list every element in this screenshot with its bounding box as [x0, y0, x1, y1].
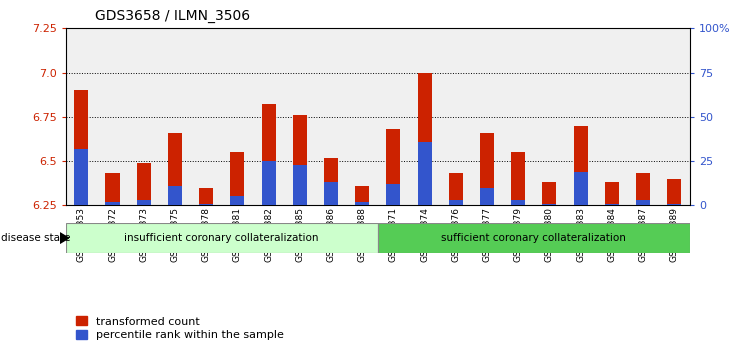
Bar	[168, 133, 182, 205]
Bar	[667, 204, 681, 205]
Bar	[231, 196, 245, 205]
Bar	[168, 186, 182, 205]
Bar	[605, 204, 619, 205]
Bar	[480, 133, 494, 205]
Bar	[106, 202, 120, 205]
Bar	[137, 163, 150, 205]
Bar	[449, 173, 463, 205]
Bar	[293, 165, 307, 205]
Bar	[667, 179, 681, 205]
Bar	[386, 184, 400, 205]
Bar	[511, 200, 525, 205]
Bar	[324, 182, 338, 205]
Bar	[542, 182, 556, 205]
Bar	[199, 188, 213, 205]
Bar	[418, 142, 431, 205]
Bar	[356, 186, 369, 205]
Bar	[378, 223, 690, 253]
Bar	[636, 173, 650, 205]
Legend: transformed count, percentile rank within the sample: transformed count, percentile rank withi…	[72, 312, 288, 345]
Bar	[106, 173, 120, 205]
Bar	[231, 152, 245, 205]
Text: GDS3658 / ILMN_3506: GDS3658 / ILMN_3506	[95, 9, 250, 23]
Text: disease state: disease state	[1, 233, 71, 243]
Bar	[386, 129, 400, 205]
Polygon shape	[60, 233, 69, 244]
Bar	[74, 149, 88, 205]
Bar	[574, 126, 588, 205]
Bar	[449, 200, 463, 205]
Bar	[324, 158, 338, 205]
Bar	[574, 172, 588, 205]
Bar	[137, 200, 150, 205]
Bar	[74, 90, 88, 205]
Bar	[199, 204, 213, 205]
Bar	[542, 204, 556, 205]
Bar	[293, 115, 307, 205]
Bar	[356, 202, 369, 205]
Bar	[261, 161, 275, 205]
Text: insufficient coronary collateralization: insufficient coronary collateralization	[125, 233, 319, 243]
Bar	[511, 152, 525, 205]
Bar	[636, 200, 650, 205]
Bar	[261, 104, 275, 205]
Bar	[418, 73, 431, 205]
Bar	[66, 223, 378, 253]
Text: sufficient coronary collateralization: sufficient coronary collateralization	[442, 233, 626, 243]
Bar	[605, 182, 619, 205]
Bar	[480, 188, 494, 205]
